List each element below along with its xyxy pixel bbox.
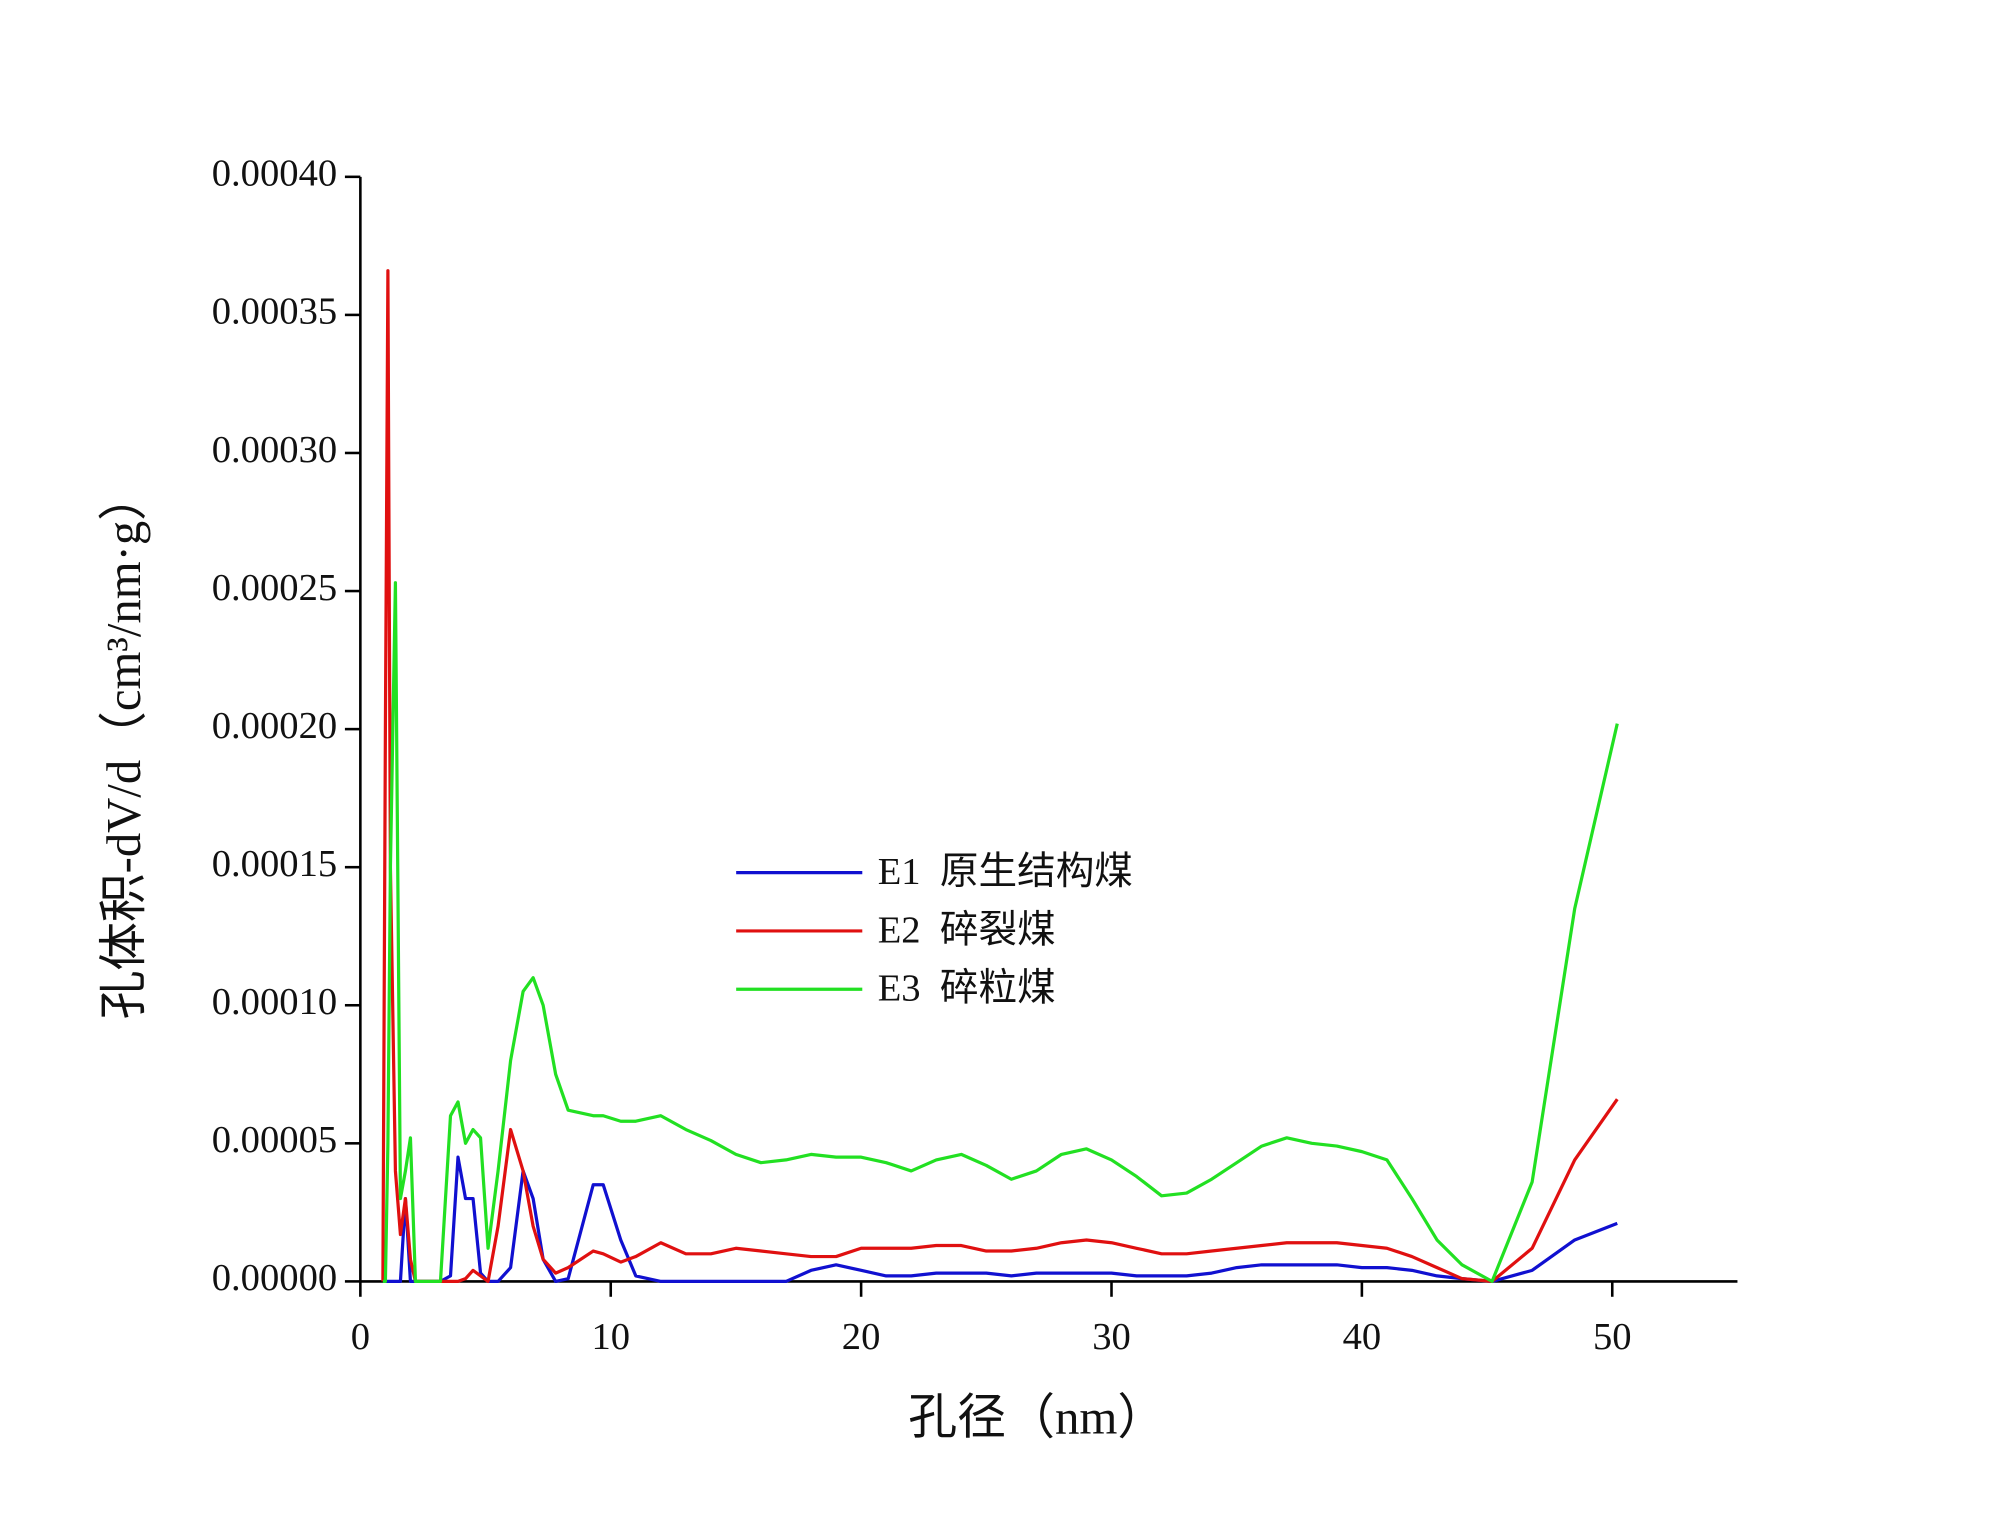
y-tick-label: 0.00015 <box>212 843 337 885</box>
x-tick-label: 40 <box>1343 1316 1382 1358</box>
y-tick-label: 0.00020 <box>212 705 337 747</box>
y-tick-label: 0.00025 <box>212 567 337 609</box>
y-axis-title: 孔体积-dV/d（cm³/nm·g） <box>97 472 151 1019</box>
x-tick-label: 0 <box>351 1316 370 1358</box>
y-tick-label: 0.00005 <box>212 1119 337 1161</box>
y-tick-label: 0.00040 <box>212 153 337 195</box>
series-line <box>381 269 1619 1284</box>
y-tick-label: 0.00035 <box>212 291 337 333</box>
y-tick-label: 0.00000 <box>212 1257 337 1299</box>
series-line <box>382 581 1619 1284</box>
series-line <box>382 1155 1618 1284</box>
y-tick-label: 0.00030 <box>212 429 337 471</box>
x-tick-label: 10 <box>591 1316 630 1358</box>
legend-label: E2 碎裂煤 <box>878 909 1056 951</box>
x-tick-label: 50 <box>1593 1316 1632 1358</box>
x-tick-label: 30 <box>1092 1316 1131 1358</box>
y-tick-label: 0.00010 <box>212 981 337 1023</box>
x-axis-title: 孔径（nm） <box>908 1391 1166 1445</box>
x-tick-label: 20 <box>842 1316 881 1358</box>
legend-label: E1 原生结构煤 <box>878 851 1133 893</box>
legend-label: E3 碎粒煤 <box>878 967 1056 1010</box>
